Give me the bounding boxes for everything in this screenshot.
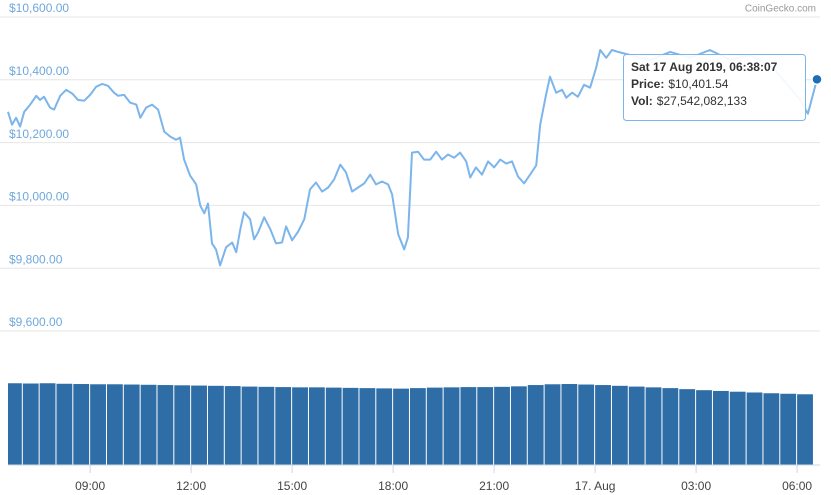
y-tick-label: $10,600.00 bbox=[9, 1, 69, 15]
volume-bar bbox=[763, 393, 780, 465]
volume-bar bbox=[527, 385, 544, 465]
volume-bar bbox=[207, 385, 224, 465]
volume-bar bbox=[157, 385, 174, 465]
hover-point bbox=[811, 73, 823, 86]
volume-bar bbox=[662, 388, 679, 465]
volume-bar bbox=[797, 394, 813, 465]
volume-bar bbox=[645, 387, 662, 465]
volume-bar bbox=[39, 383, 56, 465]
y-tick-label: $10,400.00 bbox=[9, 64, 69, 78]
volume-bar bbox=[56, 383, 73, 465]
tooltip-title: Sat 17 Aug 2019, 06:38:07 bbox=[631, 60, 778, 74]
x-tick-label: 03:00 bbox=[681, 479, 711, 493]
volume-bar bbox=[325, 387, 342, 465]
tooltip-vol-value: $27,542,082,133 bbox=[657, 94, 747, 108]
volume-bar bbox=[712, 390, 729, 465]
watermark: CoinGecko.com bbox=[745, 4, 816, 15]
y-tick-label: $9,600.00 bbox=[9, 315, 63, 329]
tooltip-box bbox=[623, 54, 806, 121]
volume-bar bbox=[308, 387, 325, 465]
volume-bar bbox=[679, 389, 696, 465]
volume-bar bbox=[174, 385, 191, 465]
y-tick-label: $10,200.00 bbox=[9, 127, 69, 141]
volume-bar bbox=[477, 387, 494, 465]
volume-bar bbox=[275, 387, 292, 465]
volume-bar bbox=[241, 386, 258, 465]
tooltip: Sat 17 Aug 2019, 06:38:07 Price: $10,401.5… bbox=[623, 54, 806, 121]
volume-bar bbox=[22, 383, 39, 465]
volume-bar bbox=[494, 386, 510, 465]
volume-bar bbox=[258, 386, 275, 465]
volume-bar bbox=[460, 387, 477, 465]
volume-bar bbox=[73, 384, 90, 465]
volume-bar bbox=[359, 388, 376, 465]
x-tick-label: 09:00 bbox=[75, 479, 105, 493]
volume-bar bbox=[696, 390, 712, 465]
volume-bar bbox=[140, 384, 157, 465]
price-line bbox=[7, 49, 818, 267]
volume-bar bbox=[292, 387, 308, 465]
volume-bar bbox=[595, 385, 611, 465]
tooltip-vol-label: Vol: bbox=[631, 94, 653, 108]
volume-bar bbox=[628, 386, 645, 465]
volume-bar bbox=[611, 385, 628, 465]
volume-bar bbox=[106, 384, 123, 465]
volume-bar bbox=[746, 392, 763, 465]
volume-bar bbox=[578, 384, 595, 465]
volume-bar bbox=[510, 386, 527, 465]
volume-bar bbox=[409, 388, 426, 465]
x-tick-label: 15:00 bbox=[277, 479, 307, 493]
volume-bar bbox=[376, 388, 393, 465]
volume-bar bbox=[544, 384, 561, 465]
volume-bar bbox=[561, 384, 578, 465]
volume-bar bbox=[729, 391, 746, 465]
tooltip-price-value: $10,401.54 bbox=[668, 77, 728, 91]
volume-bar bbox=[780, 393, 797, 465]
volume-bar bbox=[426, 387, 443, 465]
x-tick-label: 06:00 bbox=[782, 479, 812, 493]
x-tick-label: 18:00 bbox=[378, 479, 408, 493]
volume-bar bbox=[90, 384, 106, 465]
volume-bar bbox=[224, 386, 241, 465]
tooltip-price-label: Price: bbox=[631, 77, 664, 91]
volume-bar bbox=[443, 387, 460, 465]
volume-bar bbox=[342, 387, 359, 465]
volume-bar bbox=[8, 383, 22, 465]
volume-bar bbox=[393, 388, 409, 465]
x-tick-label: 17. Aug bbox=[575, 479, 616, 493]
y-tick-label: $10,000.00 bbox=[9, 190, 69, 204]
volume-bar bbox=[191, 385, 207, 465]
volume-bar bbox=[123, 384, 140, 465]
y-tick-label: $9,800.00 bbox=[9, 252, 63, 266]
x-tick-label: 21:00 bbox=[479, 479, 509, 493]
x-tick-label: 12:00 bbox=[176, 479, 206, 493]
